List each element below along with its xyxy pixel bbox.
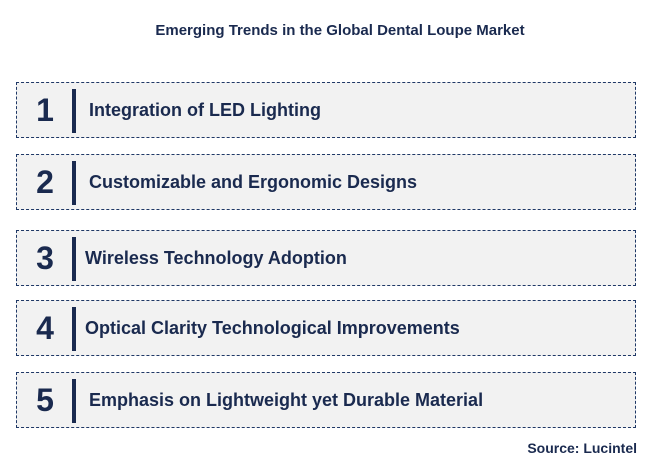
trend-item-1: 1 Integration of LED Lighting — [16, 82, 636, 138]
trend-divider — [72, 307, 76, 351]
trend-number: 2 — [36, 163, 54, 200]
trend-item-2: 2 Customizable and Ergonomic Designs — [16, 154, 636, 210]
diagram-title: Emerging Trends in the Global Dental Lou… — [155, 22, 525, 39]
trend-number: 1 — [36, 91, 54, 128]
trend-label: Customizable and Ergonomic Designs — [89, 171, 418, 192]
trend-divider — [72, 161, 76, 205]
trend-divider — [72, 89, 76, 133]
trend-divider — [72, 379, 76, 423]
trend-item-5: 5 Emphasis on Lightweight yet Durable Ma… — [16, 372, 636, 428]
trend-label: Optical Clarity Technological Improvemen… — [85, 317, 460, 338]
trend-number: 5 — [36, 381, 54, 418]
trend-item-3: 3 Wireless Technology Adoption — [16, 230, 636, 286]
trend-number: 3 — [36, 239, 54, 276]
trend-label: Integration of LED Lighting — [89, 99, 321, 120]
trend-divider — [72, 237, 76, 281]
trend-label: Wireless Technology Adoption — [85, 247, 347, 268]
trend-number: 4 — [36, 309, 54, 346]
source-credit: Source: Lucintel — [527, 440, 637, 456]
trend-label: Emphasis on Lightweight yet Durable Mate… — [89, 389, 484, 410]
trend-item-4: 4 Optical Clarity Technological Improvem… — [16, 300, 636, 356]
